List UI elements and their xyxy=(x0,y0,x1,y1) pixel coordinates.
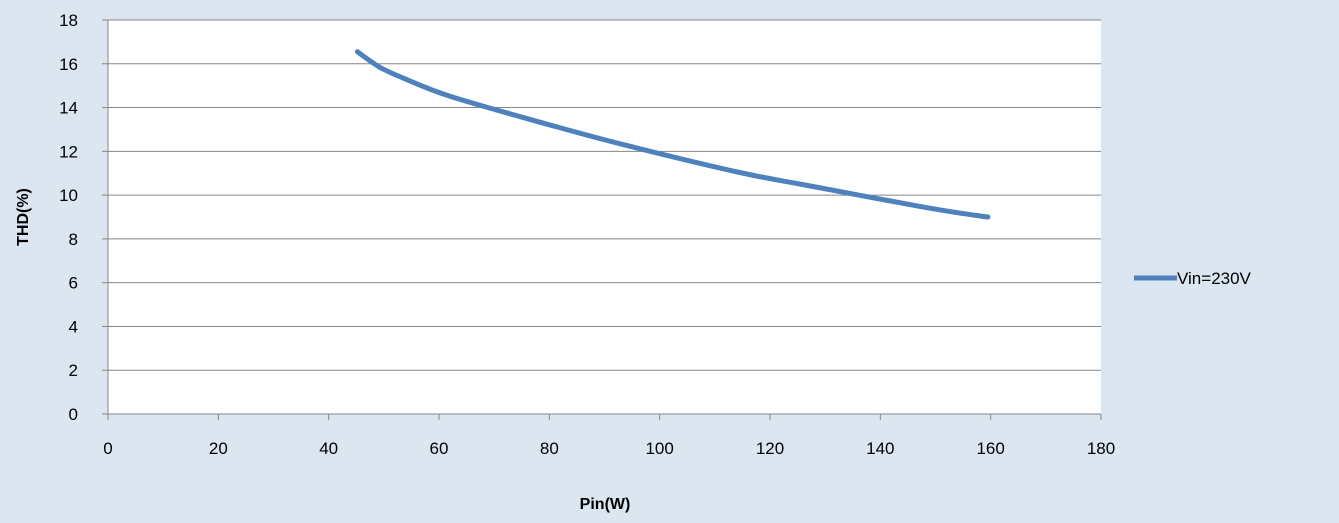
data-point-0-8 xyxy=(915,203,921,209)
y-tick-label-6: 6 xyxy=(69,274,78,293)
x-tick-label-160: 160 xyxy=(976,439,1004,458)
x-tick-label-120: 120 xyxy=(756,439,784,458)
series-line-0 xyxy=(354,49,991,220)
x-tick-label-140: 140 xyxy=(866,439,894,458)
y-tick-label-4: 4 xyxy=(69,317,78,336)
plot-area xyxy=(108,20,1101,414)
y-tick-label-0: 0 xyxy=(69,405,78,424)
x-tick-label-20: 20 xyxy=(209,439,228,458)
x-tick-label-60: 60 xyxy=(430,439,449,458)
data-point-0-1 xyxy=(377,64,382,70)
y-tick-label-10: 10 xyxy=(59,186,78,205)
y-tick-label-16: 16 xyxy=(59,55,78,74)
y-tick-label-18: 18 xyxy=(59,11,78,30)
y-tick-label-12: 12 xyxy=(59,142,78,161)
x-tick-label-0: 0 xyxy=(103,439,112,458)
x-tick-label-100: 100 xyxy=(645,439,673,458)
data-point-0-5 xyxy=(626,143,631,149)
x-tick-label-40: 40 xyxy=(319,439,338,458)
data-point-0-10 xyxy=(985,214,991,220)
data-point-0-2 xyxy=(400,75,406,81)
y-tick-label-8: 8 xyxy=(69,230,78,249)
data-point-0-3 xyxy=(448,94,454,99)
data-point-0-9 xyxy=(961,211,967,216)
data-point-0-0 xyxy=(355,49,360,54)
y-axis-title: THD(%) xyxy=(15,188,32,246)
y-tick-labels: 0 2 4 6 8 10 12 14 16 18 xyxy=(59,11,78,424)
data-point-0-7 xyxy=(804,183,809,188)
x-tick-label-80: 80 xyxy=(540,439,559,458)
legend-label-vin-230v: Vin=230V xyxy=(1177,269,1252,288)
gridlines xyxy=(108,19,1101,371)
x-tick-label-180: 180 xyxy=(1087,439,1115,458)
y-tick-label-14: 14 xyxy=(59,99,78,118)
y-tick-label-2: 2 xyxy=(69,361,78,380)
data-point-0-6 xyxy=(735,169,741,175)
axes xyxy=(102,19,1102,420)
legend: Vin=230V xyxy=(1134,269,1252,288)
x-axis-title: Pin(W) xyxy=(580,496,631,513)
series-layer xyxy=(354,49,991,220)
x-tick-labels: 0 20 40 60 80 100 120 140 160 180 xyxy=(103,439,1115,458)
data-point-0-4 xyxy=(555,125,561,130)
